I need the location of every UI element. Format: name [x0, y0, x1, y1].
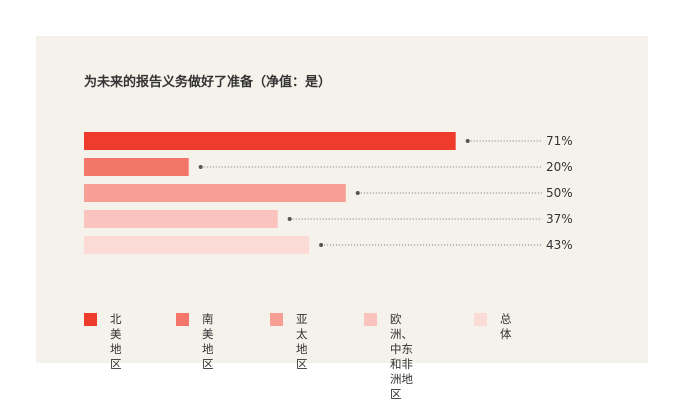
leader-dot-2 [355, 191, 360, 195]
legend-swatch-4 [474, 313, 487, 326]
leader-dot-4 [319, 243, 324, 247]
value-label-3: 37% [546, 212, 573, 226]
chart-card: 为未来的报告义务做好了准备（净值：是） 71% 20% 50% 37% 43% 北美地区… [36, 36, 648, 401]
bar-chart: 71% 20% 50% 37% 43% [84, 132, 573, 254]
bar-0 [84, 132, 456, 150]
bar-4 [84, 236, 310, 254]
value-label-2: 50% [546, 186, 573, 200]
legend-label-3: 欧洲、中东 和非洲地区 [390, 312, 413, 401]
legend-item-0: 北美地区 [84, 312, 122, 372]
value-label-0: 71% [546, 134, 573, 148]
value-label-1: 20% [546, 160, 573, 174]
leader-dot-0 [465, 139, 470, 143]
leader-dot-3 [287, 217, 292, 221]
legend-swatch-1 [176, 313, 189, 326]
bar-1 [84, 158, 189, 176]
legend-item-1: 南美地区 [176, 312, 214, 372]
legend-label-0: 北美地区 [110, 312, 122, 371]
legend-item-4: 总体 [474, 312, 512, 342]
legend-item-3: 欧洲、中东 和非洲地区 [364, 312, 413, 402]
legend-swatch-3 [364, 313, 377, 326]
legend-label-4: 总体 [500, 312, 512, 341]
legend-label-2: 亚太地区 [296, 312, 308, 371]
leader-dot-1 [198, 165, 203, 169]
bar-3 [84, 210, 278, 228]
legend-swatch-0 [84, 313, 97, 326]
bar-2 [84, 184, 346, 202]
legend-swatch-2 [270, 313, 283, 326]
value-label-4: 43% [546, 238, 573, 252]
chart-title: 为未来的报告义务做好了准备（净值：是） [84, 75, 332, 90]
legend-item-2: 亚太地区 [270, 312, 308, 372]
legend-label-1: 南美地区 [202, 312, 214, 371]
